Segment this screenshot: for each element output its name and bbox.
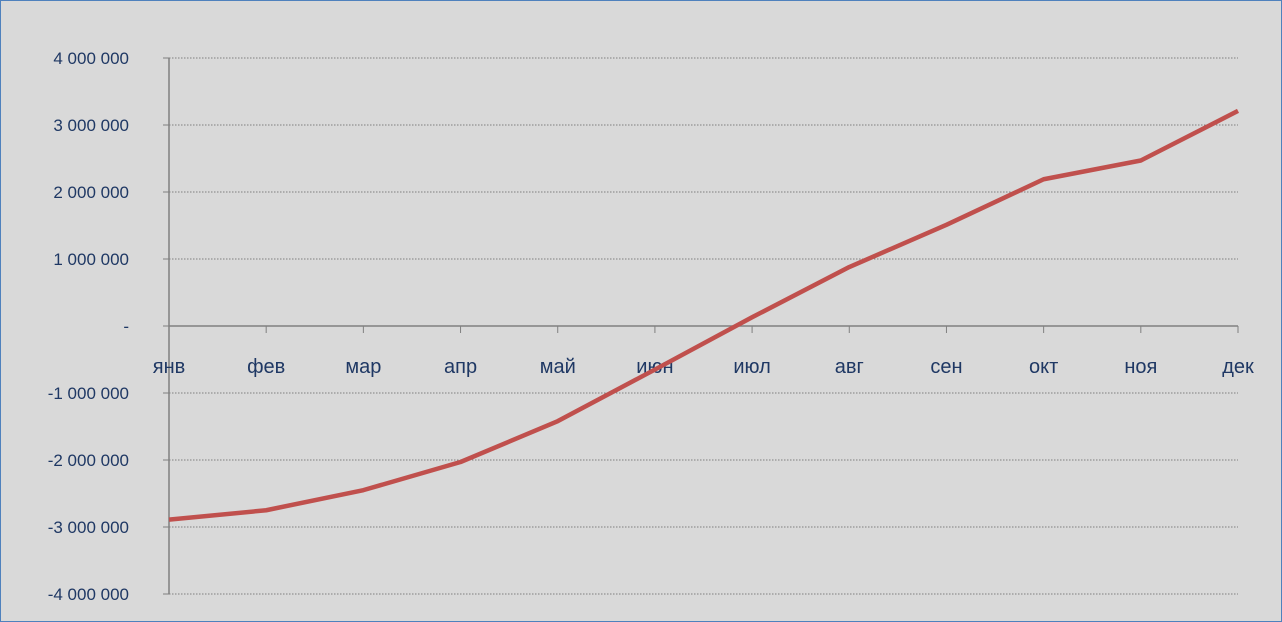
y-tick-label: -3 000 000 bbox=[48, 518, 129, 537]
x-category-label: мар bbox=[345, 356, 381, 378]
y-tick-label: -4 000 000 bbox=[48, 585, 129, 604]
x-category-label: апр bbox=[444, 356, 477, 378]
x-category-label: авг bbox=[835, 356, 864, 378]
x-category-label: ноя bbox=[1124, 356, 1157, 378]
x-category-label: июл bbox=[733, 356, 770, 378]
y-tick-label: 2 000 000 bbox=[53, 183, 129, 202]
series-line bbox=[168, 108, 1240, 522]
y-tick-label: 3 000 000 bbox=[53, 116, 129, 135]
x-category-label: янв bbox=[153, 356, 186, 378]
x-category-label: дек bbox=[1222, 356, 1254, 378]
x-category-label: сен bbox=[930, 356, 962, 378]
x-category-label: окт bbox=[1029, 356, 1058, 378]
y-tick-label: 4 000 000 bbox=[53, 49, 129, 68]
y-tick-label: -1 000 000 bbox=[48, 384, 129, 403]
x-category-label: май bbox=[540, 356, 576, 378]
x-category-label: фев bbox=[247, 356, 285, 378]
y-tick-label: - bbox=[123, 317, 129, 336]
y-tick-label: 1 000 000 bbox=[53, 250, 129, 269]
y-tick-label: -2 000 000 bbox=[48, 451, 129, 470]
